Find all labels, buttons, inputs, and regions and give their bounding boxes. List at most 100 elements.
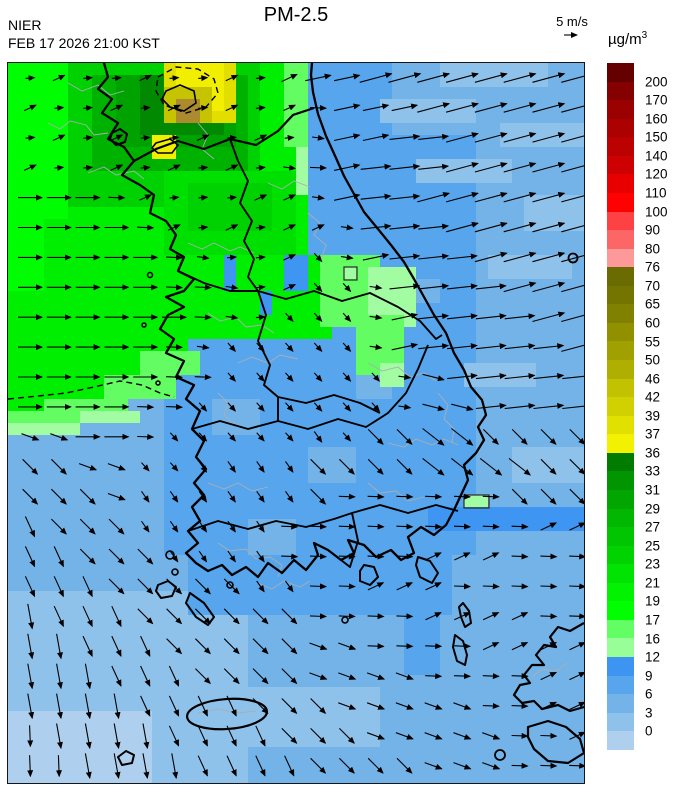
islands: [109, 128, 472, 766]
wind-arrow: [453, 732, 472, 740]
wind-arrow: [395, 672, 414, 680]
wind-arrow: [313, 312, 323, 323]
wind-arrow: [424, 702, 443, 710]
colorbar-segment: [607, 81, 634, 101]
wind-arrow: [312, 194, 325, 201]
colorbar-tick-label: 29: [645, 501, 661, 517]
wind-arrow: [252, 698, 269, 715]
wind-arrow: [313, 402, 323, 412]
wind-arrow: [25, 75, 36, 82]
wind-arrow: [445, 102, 479, 113]
wind-arrow: [369, 284, 383, 291]
wind-arrow: [503, 72, 537, 83]
wind-arrow: [532, 281, 566, 293]
wind-arrow: [342, 402, 352, 412]
wind-arrow: [22, 458, 39, 475]
wind-arrow: [395, 732, 414, 740]
wind-arrow: [285, 580, 294, 593]
wind-arrow: [56, 633, 63, 660]
colorbar-segment: [607, 304, 634, 323]
wind-arrow: [83, 75, 94, 82]
wind-arrow: [367, 553, 385, 560]
wind-arrow: [453, 583, 471, 590]
wind-arrow: [453, 702, 472, 710]
wind-arrow: [84, 693, 92, 720]
wind-arrow: [360, 223, 392, 230]
wind-arrow: [108, 548, 125, 565]
wind-arrow: [396, 429, 413, 445]
wind-arrow: [169, 490, 179, 503]
wind-arrow: [366, 672, 386, 680]
colorbar-tick-label: 60: [645, 315, 661, 331]
wind-arrow: [137, 433, 155, 440]
wind-arrow: [569, 583, 584, 590]
wind-arrow: [569, 701, 584, 710]
wind-arrow: [453, 762, 472, 770]
wind-arrow: [475, 313, 507, 320]
wind-arrow: [540, 429, 557, 445]
wind-arrow: [367, 757, 384, 774]
wind-arrow: [569, 458, 584, 475]
wind-arrow: [474, 132, 508, 143]
wind-arrow: [24, 516, 36, 538]
wind-arrow: [82, 576, 93, 598]
wind-arrow: [51, 518, 67, 535]
wind-arrow: [55, 755, 62, 778]
wind-arrow: [25, 134, 36, 141]
colorbar-segment: [607, 675, 634, 695]
highlight-cell-outline: [463, 494, 490, 509]
wind-arrow: [255, 755, 266, 777]
wind-arrow: [227, 402, 236, 412]
wind-arrow: [27, 633, 35, 660]
wind-arrow: [281, 523, 299, 530]
wind-arrow: [309, 583, 327, 590]
wind-arrow: [483, 429, 499, 445]
colorbar-tick-label: 16: [645, 631, 661, 647]
wind-arrow: [195, 578, 211, 595]
wind-arrow: [227, 372, 236, 382]
colorbar-segment: [607, 397, 634, 416]
wind-arrow: [227, 490, 236, 503]
wind-arrow: [281, 608, 298, 625]
wind-arrow: [255, 224, 266, 231]
wind-arrow: [309, 613, 327, 620]
wind-arrow: [227, 342, 236, 352]
wind-arrow: [256, 402, 265, 412]
colorbar-segment: [607, 731, 634, 750]
wind-arrow: [227, 254, 238, 261]
wind-arrow: [313, 342, 323, 352]
wind-arrow: [533, 373, 565, 380]
wind-arrow: [367, 582, 385, 591]
wind-arrow: [195, 638, 211, 655]
wind-arrow: [366, 732, 386, 740]
colorbar-segment: [607, 452, 634, 472]
wind-arrow: [338, 523, 356, 530]
colorbar-segment: [607, 619, 634, 639]
wind-arrow: [504, 402, 536, 410]
wind-arrow: [339, 458, 355, 475]
wind-arrow: [226, 755, 237, 777]
wind-arrow: [425, 552, 442, 561]
wind-arrow: [168, 665, 180, 687]
wind-arrow: [532, 221, 566, 233]
wind-arrow: [359, 72, 393, 83]
wind-arrow: [285, 432, 294, 442]
colorbar-tick-label: 27: [645, 519, 661, 535]
wind-arrow: [511, 732, 529, 739]
colorbar-tick-label: 36: [645, 445, 661, 461]
wind-arrow: [424, 762, 443, 770]
wind-arrow: [169, 134, 180, 141]
wind-arrow: [342, 312, 352, 323]
highlight-cell-outline: [343, 266, 358, 281]
wind-arrow: [194, 374, 212, 381]
wind-arrow: [391, 342, 419, 351]
wind-arrow: [475, 373, 507, 380]
wind-arrow: [511, 673, 529, 680]
islet: [226, 581, 234, 589]
wind-arrow: [285, 461, 294, 473]
wind-arrow: [391, 103, 419, 112]
colorbar-segment: [607, 192, 634, 212]
wind-arrow: [140, 105, 151, 112]
wind-arrow: [281, 698, 298, 715]
wind-arrow: [396, 582, 414, 591]
